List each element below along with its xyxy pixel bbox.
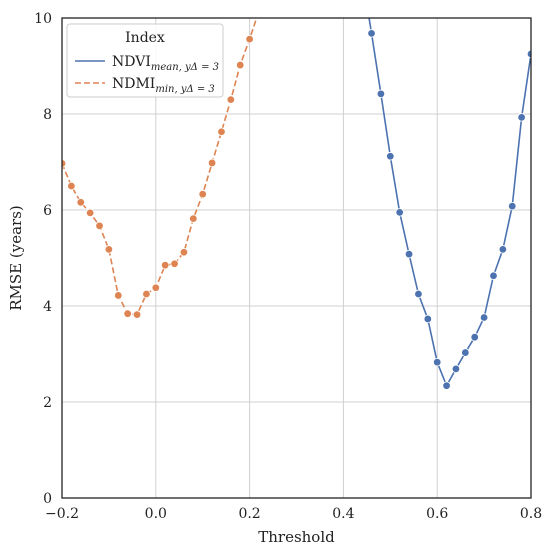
data-point-ndmi — [142, 289, 151, 299]
y-tick-label: 6 — [43, 203, 52, 219]
data-point-ndvi — [498, 245, 508, 254]
data-point-ndmi — [95, 221, 104, 231]
data-point-ndvi — [414, 289, 423, 299]
data-point-ndmi — [160, 261, 170, 270]
data-point-ndvi — [517, 113, 526, 122]
data-point-ndvi — [470, 333, 479, 342]
legend-label-ndvi: NDVImean, yΔ = 3 — [112, 54, 219, 73]
data-point-ndvi — [461, 348, 470, 357]
y-axis-label: RMSE (years) — [7, 205, 25, 311]
data-point-ndmi — [76, 198, 85, 207]
legend-label-ndvi-subscript: mean, yΔ = 3 — [151, 62, 219, 73]
series-line-ndmi — [62, 18, 258, 316]
data-point-ndmi — [132, 310, 142, 319]
data-point-ndvi — [479, 313, 489, 322]
legend-title: Index — [125, 30, 165, 46]
series-ndmi — [62, 7, 263, 319]
y-tick-label: 8 — [43, 107, 52, 123]
x-tick-labels: −0.2 0.0 0.2 0.4 0.6 0.8 — [45, 506, 542, 522]
x-axis-label: Threshold — [258, 528, 335, 546]
data-point-ndmi — [226, 95, 236, 104]
data-point-ndvi — [423, 314, 433, 324]
y-tick-label: 10 — [34, 11, 52, 27]
legend: Index NDVImean, yΔ = 3 NDMImin, yΔ = 3 — [66, 23, 224, 98]
data-point-ndmi — [104, 245, 114, 254]
legend-label-ndvi-name: NDVI — [112, 54, 151, 70]
data-point-ndmi — [67, 181, 76, 191]
y-tick-label: 4 — [43, 299, 52, 315]
series-layer — [62, 7, 531, 390]
data-point-ndmi — [217, 127, 226, 136]
data-point-ndvi — [489, 271, 498, 280]
y-tick-labels: 0 2 4 6 8 10 — [34, 11, 52, 507]
data-point-ndmi — [255, 7, 263, 15]
data-point-ndvi — [404, 249, 414, 259]
data-point-ndmi — [85, 208, 95, 218]
y-tick-label: 0 — [43, 491, 52, 507]
x-tick-label: 0.4 — [332, 506, 354, 522]
data-point-ndvi — [376, 89, 386, 99]
x-tick-label: 0.0 — [145, 506, 167, 522]
x-tick-label: 0.8 — [520, 506, 542, 522]
data-point-ndmi — [123, 309, 132, 318]
x-tick-label: 0.6 — [426, 506, 448, 522]
data-point-ndvi — [508, 201, 517, 211]
data-point-ndmi — [245, 34, 254, 44]
legend-label-ndmi-name: NDMI — [112, 76, 155, 92]
legend-box — [66, 23, 224, 98]
data-point-ndmi — [151, 283, 160, 292]
data-point-ndmi — [179, 248, 189, 257]
legend-label-ndmi: NDMImin, yΔ = 3 — [112, 76, 215, 95]
plot-background — [62, 18, 531, 498]
data-point-ndvi — [433, 357, 442, 367]
data-point-ndvi — [451, 364, 461, 374]
x-tick-label: 0.2 — [238, 506, 260, 522]
data-point-ndvi — [395, 208, 404, 217]
legend-label-ndmi-subscript: min, yΔ = 3 — [155, 84, 214, 95]
data-point-ndmi — [170, 259, 179, 268]
series-ndvi — [367, 18, 531, 390]
data-point-ndmi — [236, 60, 245, 70]
data-point-ndvi — [526, 49, 531, 59]
x-tick-label: −0.2 — [45, 506, 79, 522]
data-point-ndmi — [114, 291, 123, 300]
data-point-ndmi — [189, 214, 198, 223]
data-point-ndmi — [207, 158, 217, 168]
data-point-ndvi — [442, 381, 451, 390]
data-point-ndvi — [367, 29, 376, 38]
data-point-ndmi — [198, 189, 207, 199]
y-tick-label: 2 — [43, 395, 52, 411]
data-point-ndvi — [386, 152, 395, 161]
plot-frame — [61, 17, 532, 499]
